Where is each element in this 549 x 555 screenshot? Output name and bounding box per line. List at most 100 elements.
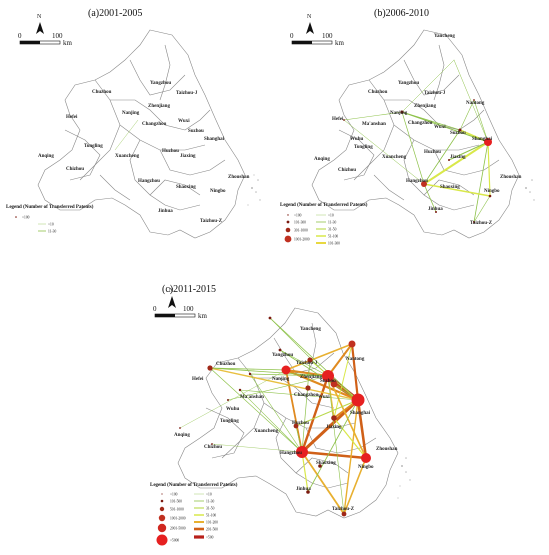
city-label-ningbo: Ningbo	[484, 189, 500, 194]
map-c: N 0 100 km	[150, 288, 411, 546]
svg-text:31-50: 31-50	[206, 507, 215, 511]
svg-text:101-500: 101-500	[170, 500, 182, 504]
city-label-wuxi: Wuxi	[434, 125, 446, 130]
scale-bar: 0 100 km	[153, 305, 208, 320]
svg-text:101-200: 101-200	[206, 521, 218, 525]
node-taizhouz	[341, 511, 347, 517]
links-b	[343, 59, 491, 223]
node-hangzhou	[296, 446, 308, 458]
city-label-zhoushan: Zhoushan	[228, 175, 250, 180]
region-outline	[311, 29, 520, 239]
legend-title: Legend (Number of Transferred Patents)	[280, 203, 368, 208]
city-label-chizhou: Chizhou	[66, 167, 84, 172]
city-label-chuzhou: Chuzhou	[368, 90, 388, 95]
city-label-shaoxing: Shaoxing	[316, 461, 336, 466]
svg-text:0: 0	[153, 305, 157, 313]
svg-text:1001-2000: 1001-2000	[170, 517, 186, 521]
city-label-hefei: Hefei	[332, 117, 344, 122]
city-labels: Yancheng Yangzhou Taizhou-J Chuzhou Nant…	[314, 34, 522, 226]
link	[114, 119, 139, 151]
node-shanghai	[484, 138, 492, 146]
city-label-nanjing: Nanjing	[390, 111, 408, 116]
svg-text:km: km	[335, 39, 345, 47]
city-label-taizhouz: Taizhou-Z	[200, 219, 223, 224]
city-label-shanghai: Shanghai	[350, 411, 371, 416]
node-zhenjiang	[307, 357, 313, 363]
city-label-changzhou: Changzhou	[408, 121, 433, 126]
map-a: N 0 100 km	[6, 14, 261, 239]
svg-text:0: 0	[18, 32, 22, 40]
city-label-zhoushan: Zhoushan	[500, 175, 522, 180]
city-label-tongling: Tongling	[354, 145, 373, 150]
city-label-hangzhou: Hangzhou	[406, 179, 428, 184]
city-labels: Yancheng Yangzhou Taizhou-J Chuzhou Nant…	[174, 327, 398, 512]
city-label-anqing: Anqing	[38, 154, 54, 159]
panel-a-title: (a)2001-2005	[88, 8, 143, 19]
svg-text:501-1000: 501-1000	[170, 508, 184, 512]
svg-text:31-50: 31-50	[328, 228, 337, 232]
city-label-shaoxing: Shaoxing	[176, 185, 196, 190]
node-jinhua	[306, 490, 310, 494]
city-label-jiaxing: Jiaxing	[180, 154, 196, 159]
svg-text:<10: <10	[206, 493, 212, 497]
node-hefei	[207, 365, 213, 371]
north-arrow-icon	[168, 296, 176, 308]
city-label-hefei: Hefei	[66, 115, 78, 120]
scale-bar: 0 100 km	[18, 32, 73, 47]
node-suzhou	[322, 370, 334, 382]
svg-text:<100: <100	[170, 493, 178, 497]
north-label: N	[37, 14, 42, 20]
north-arrow-icon	[36, 22, 44, 34]
city-label-shaoxing: Shaoxing	[440, 185, 460, 190]
city-label-yangzhou: Yangzhou	[272, 353, 293, 358]
map-b: N 0 100 km	[280, 14, 535, 246]
city-label-jiaxing: Jiaxing	[450, 155, 466, 160]
city-label-chuzhou: Chuzhou	[92, 90, 112, 95]
city-label-xuancheng: Xuancheng	[254, 429, 279, 434]
panel-b-title: (b)2006-2010	[374, 8, 429, 19]
node-hangzhou	[421, 181, 427, 187]
city-label-taizhouj: Taizhou-J	[296, 361, 318, 366]
node-jiaxing	[331, 415, 337, 421]
nodes-b	[343, 99, 492, 223]
city-label-maanshan: Ma'anshan	[240, 395, 264, 400]
city-label-taizhouz: Taizhou-Z	[470, 221, 493, 226]
svg-text:<10: <10	[48, 223, 54, 227]
city-label-jinhua: Jinhua	[296, 487, 311, 492]
city-label-hangzhou: Hangzhou	[138, 179, 160, 184]
scale-bar: 0 100 km	[290, 32, 345, 47]
city-label-chizhou: Chizhou	[204, 445, 222, 450]
city-label-shanghai: Shanghai	[204, 137, 225, 142]
city-label-huzhou: Huzhou	[162, 149, 179, 154]
city-label-suzhou: Suzhou	[188, 129, 204, 134]
city-label-yangzhou: Yangzhou	[398, 81, 419, 86]
svg-text:100: 100	[322, 32, 333, 40]
city-label-tongling: Tongling	[84, 144, 103, 149]
svg-text:1001-2000: 1001-2000	[294, 238, 310, 242]
city-label-xuancheng: Xuancheng	[115, 154, 140, 159]
svg-text:11-30: 11-30	[328, 221, 336, 225]
north-arrow-icon	[306, 22, 314, 34]
city-label-anqing: Anqing	[314, 157, 330, 162]
svg-text:101-300: 101-300	[328, 242, 340, 246]
city-label-nantong: Nantong	[466, 101, 485, 106]
nodes-c	[179, 316, 371, 517]
city-label-yangzhou: Yangzhou	[150, 81, 171, 86]
svg-text:201-500: 201-500	[206, 528, 218, 532]
svg-text:100: 100	[52, 32, 63, 40]
node-nanjing	[281, 365, 291, 375]
svg-text:51-100: 51-100	[328, 235, 338, 239]
city-label-taizhouj: Taizhou-J	[424, 91, 446, 96]
svg-text:301-1000: 301-1000	[294, 229, 308, 233]
links-c	[179, 317, 368, 515]
city-label-jinhua: Jinhua	[158, 209, 173, 214]
city-label-hefei: Hefei	[192, 377, 204, 382]
city-label-zhoushan: Zhoushan	[376, 447, 398, 452]
north-label: N	[307, 14, 312, 20]
svg-text:101-300: 101-300	[294, 221, 306, 225]
city-label-nantong: Nantong	[346, 357, 365, 362]
svg-text:<100: <100	[294, 214, 302, 218]
svg-text:<100: <100	[22, 216, 30, 220]
city-label-anqing: Anqing	[174, 433, 190, 438]
city-label-changzhou: Changzhou	[142, 122, 167, 127]
